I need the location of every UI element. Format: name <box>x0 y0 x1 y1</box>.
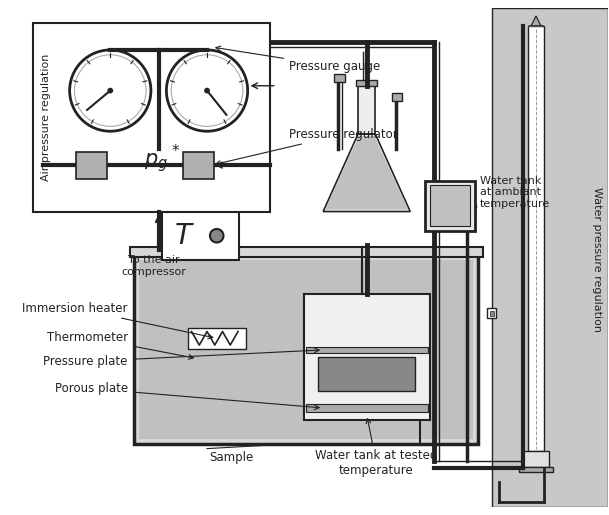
Text: *: * <box>171 144 179 159</box>
Circle shape <box>69 50 151 131</box>
Bar <box>528 26 544 452</box>
Polygon shape <box>529 16 543 26</box>
Text: Pressure gauge: Pressure gauge <box>216 46 381 73</box>
Bar <box>493 8 608 507</box>
Bar <box>429 185 470 226</box>
Circle shape <box>210 229 224 243</box>
Bar <box>319 357 415 390</box>
Text: $p_g$: $p_g$ <box>144 151 167 175</box>
Bar <box>306 347 428 353</box>
Text: Immersion heater: Immersion heater <box>22 302 213 339</box>
Bar <box>135 255 478 444</box>
Bar <box>183 151 214 179</box>
Text: Sample: Sample <box>209 452 253 465</box>
Bar <box>33 23 270 212</box>
Polygon shape <box>323 134 410 212</box>
Text: Pressure regulator: Pressure regulator <box>216 128 398 165</box>
Polygon shape <box>325 136 408 210</box>
Bar <box>139 260 473 439</box>
Bar <box>487 308 496 318</box>
Text: Water tank at tested
temperature: Water tank at tested temperature <box>315 419 437 476</box>
Bar <box>358 86 375 134</box>
Text: Air pressure regulation: Air pressure regulation <box>41 54 51 181</box>
Bar <box>392 94 401 101</box>
Bar <box>490 311 495 316</box>
Bar <box>306 404 428 412</box>
Bar <box>523 452 549 467</box>
Bar <box>161 202 239 260</box>
Bar <box>356 80 378 86</box>
Circle shape <box>204 88 210 94</box>
Text: Pressure plate: Pressure plate <box>43 348 319 368</box>
Text: Porous plate: Porous plate <box>55 382 319 409</box>
Bar <box>188 328 246 349</box>
Bar <box>334 74 345 82</box>
Text: To the air
compressor: To the air compressor <box>121 255 186 277</box>
Text: T: T <box>174 222 191 250</box>
Bar <box>424 181 475 231</box>
Circle shape <box>74 55 146 126</box>
Text: Water tank
at ambiant
temperature: Water tank at ambiant temperature <box>480 176 550 209</box>
Circle shape <box>171 55 243 126</box>
Bar <box>130 247 483 257</box>
Bar <box>76 151 107 179</box>
Text: Thermometer: Thermometer <box>46 331 194 359</box>
Bar <box>519 467 554 472</box>
Text: Water pressure regulation: Water pressure regulation <box>592 187 602 332</box>
Circle shape <box>166 50 248 131</box>
Circle shape <box>107 88 113 94</box>
Bar <box>304 294 429 420</box>
